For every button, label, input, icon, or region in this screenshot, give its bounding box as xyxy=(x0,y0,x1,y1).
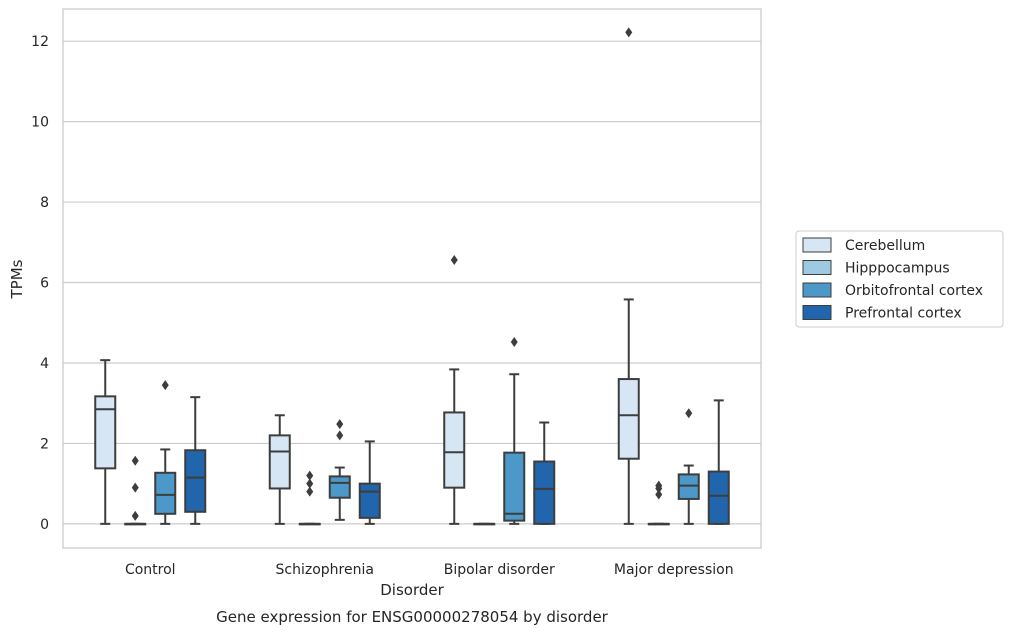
y-tick-label: 12 xyxy=(31,34,49,50)
outlier-point xyxy=(131,455,139,466)
outlier-point xyxy=(161,380,169,391)
outlier-point xyxy=(306,486,314,497)
box-body xyxy=(94,395,117,470)
box xyxy=(154,380,177,525)
plot-area-frame xyxy=(62,8,762,549)
box xyxy=(443,254,466,525)
x-axis-ticks: Control Schizophrenia Bipolar disorder Majo… xyxy=(125,562,734,578)
box xyxy=(473,522,496,526)
box xyxy=(617,27,640,525)
category-group xyxy=(617,27,730,526)
y-tick-label: 8 xyxy=(40,195,49,211)
y-tick-label: 4 xyxy=(40,356,49,372)
legend-swatch xyxy=(802,282,832,298)
box-groups xyxy=(94,27,730,526)
outlier-point xyxy=(510,337,518,348)
box-body xyxy=(707,470,730,525)
outlier-point xyxy=(336,430,344,441)
category-group xyxy=(268,414,381,526)
box-body xyxy=(184,449,207,513)
box xyxy=(707,399,730,525)
outlier-point xyxy=(306,478,314,489)
box xyxy=(184,396,207,525)
outlier-point xyxy=(306,470,314,481)
box xyxy=(268,414,291,525)
box-body xyxy=(268,434,291,490)
x-tick-label: Bipolar disorder xyxy=(444,562,555,578)
legend: Cerebellum Hipppocampus Orbitofrontal cort… xyxy=(795,230,1004,328)
legend-label: Hipppocampus xyxy=(845,261,950,277)
box xyxy=(533,421,556,525)
legend-label: Prefrontal cortex xyxy=(845,306,962,322)
x-tick-label: Control xyxy=(125,562,176,578)
x-axis-label: Disorder xyxy=(380,581,444,599)
box-body xyxy=(358,482,381,519)
category-group xyxy=(94,359,207,526)
legend-item: Cerebellum xyxy=(802,237,925,254)
outlier-point xyxy=(655,480,663,491)
box xyxy=(647,480,670,526)
gridlines xyxy=(63,40,761,525)
y-tick-label: 6 xyxy=(40,276,49,292)
y-tick-label: 2 xyxy=(40,436,49,452)
box xyxy=(94,359,117,525)
box-body xyxy=(533,460,556,525)
legend-frame xyxy=(795,230,1004,328)
box-body xyxy=(617,378,640,460)
outlier-point xyxy=(685,408,693,419)
legend-swatch xyxy=(802,305,832,320)
box-body xyxy=(443,411,466,489)
outlier-point xyxy=(450,254,458,265)
box xyxy=(298,470,321,526)
category-group xyxy=(443,254,556,526)
outlier-point xyxy=(625,27,633,38)
outlier-point xyxy=(336,419,344,430)
x-tick-label: Major depression xyxy=(614,562,734,578)
legend-label: Cerebellum xyxy=(845,238,925,254)
box-body xyxy=(154,471,177,515)
y-tick-label: 0 xyxy=(40,517,49,533)
box-body xyxy=(503,451,526,522)
legend-swatch xyxy=(802,237,832,253)
y-tick-label: 10 xyxy=(31,115,49,131)
chart-caption: Gene expression for ENSG00000278054 by d… xyxy=(216,608,609,626)
box-body xyxy=(677,473,700,500)
legend-item: Hipppocampus xyxy=(802,260,950,277)
box xyxy=(503,337,526,525)
outlier-point xyxy=(131,510,139,521)
box xyxy=(677,408,700,525)
legend-item: Orbitofrontal cortex xyxy=(802,282,983,299)
y-axis-ticks: 0 2 4 6 8 10 12 xyxy=(31,34,49,533)
box xyxy=(328,419,351,521)
outlier-point xyxy=(655,489,663,500)
x-tick-label: Schizophrenia xyxy=(276,562,374,578)
box-body xyxy=(328,475,351,499)
box xyxy=(358,440,381,525)
legend-item: Prefrontal cortex xyxy=(802,305,962,322)
legend-swatch xyxy=(802,260,832,275)
box xyxy=(124,455,147,526)
legend-label: Orbitofrontal cortex xyxy=(845,283,983,299)
outlier-point xyxy=(131,482,139,493)
y-axis-label: TPMs xyxy=(8,259,26,299)
